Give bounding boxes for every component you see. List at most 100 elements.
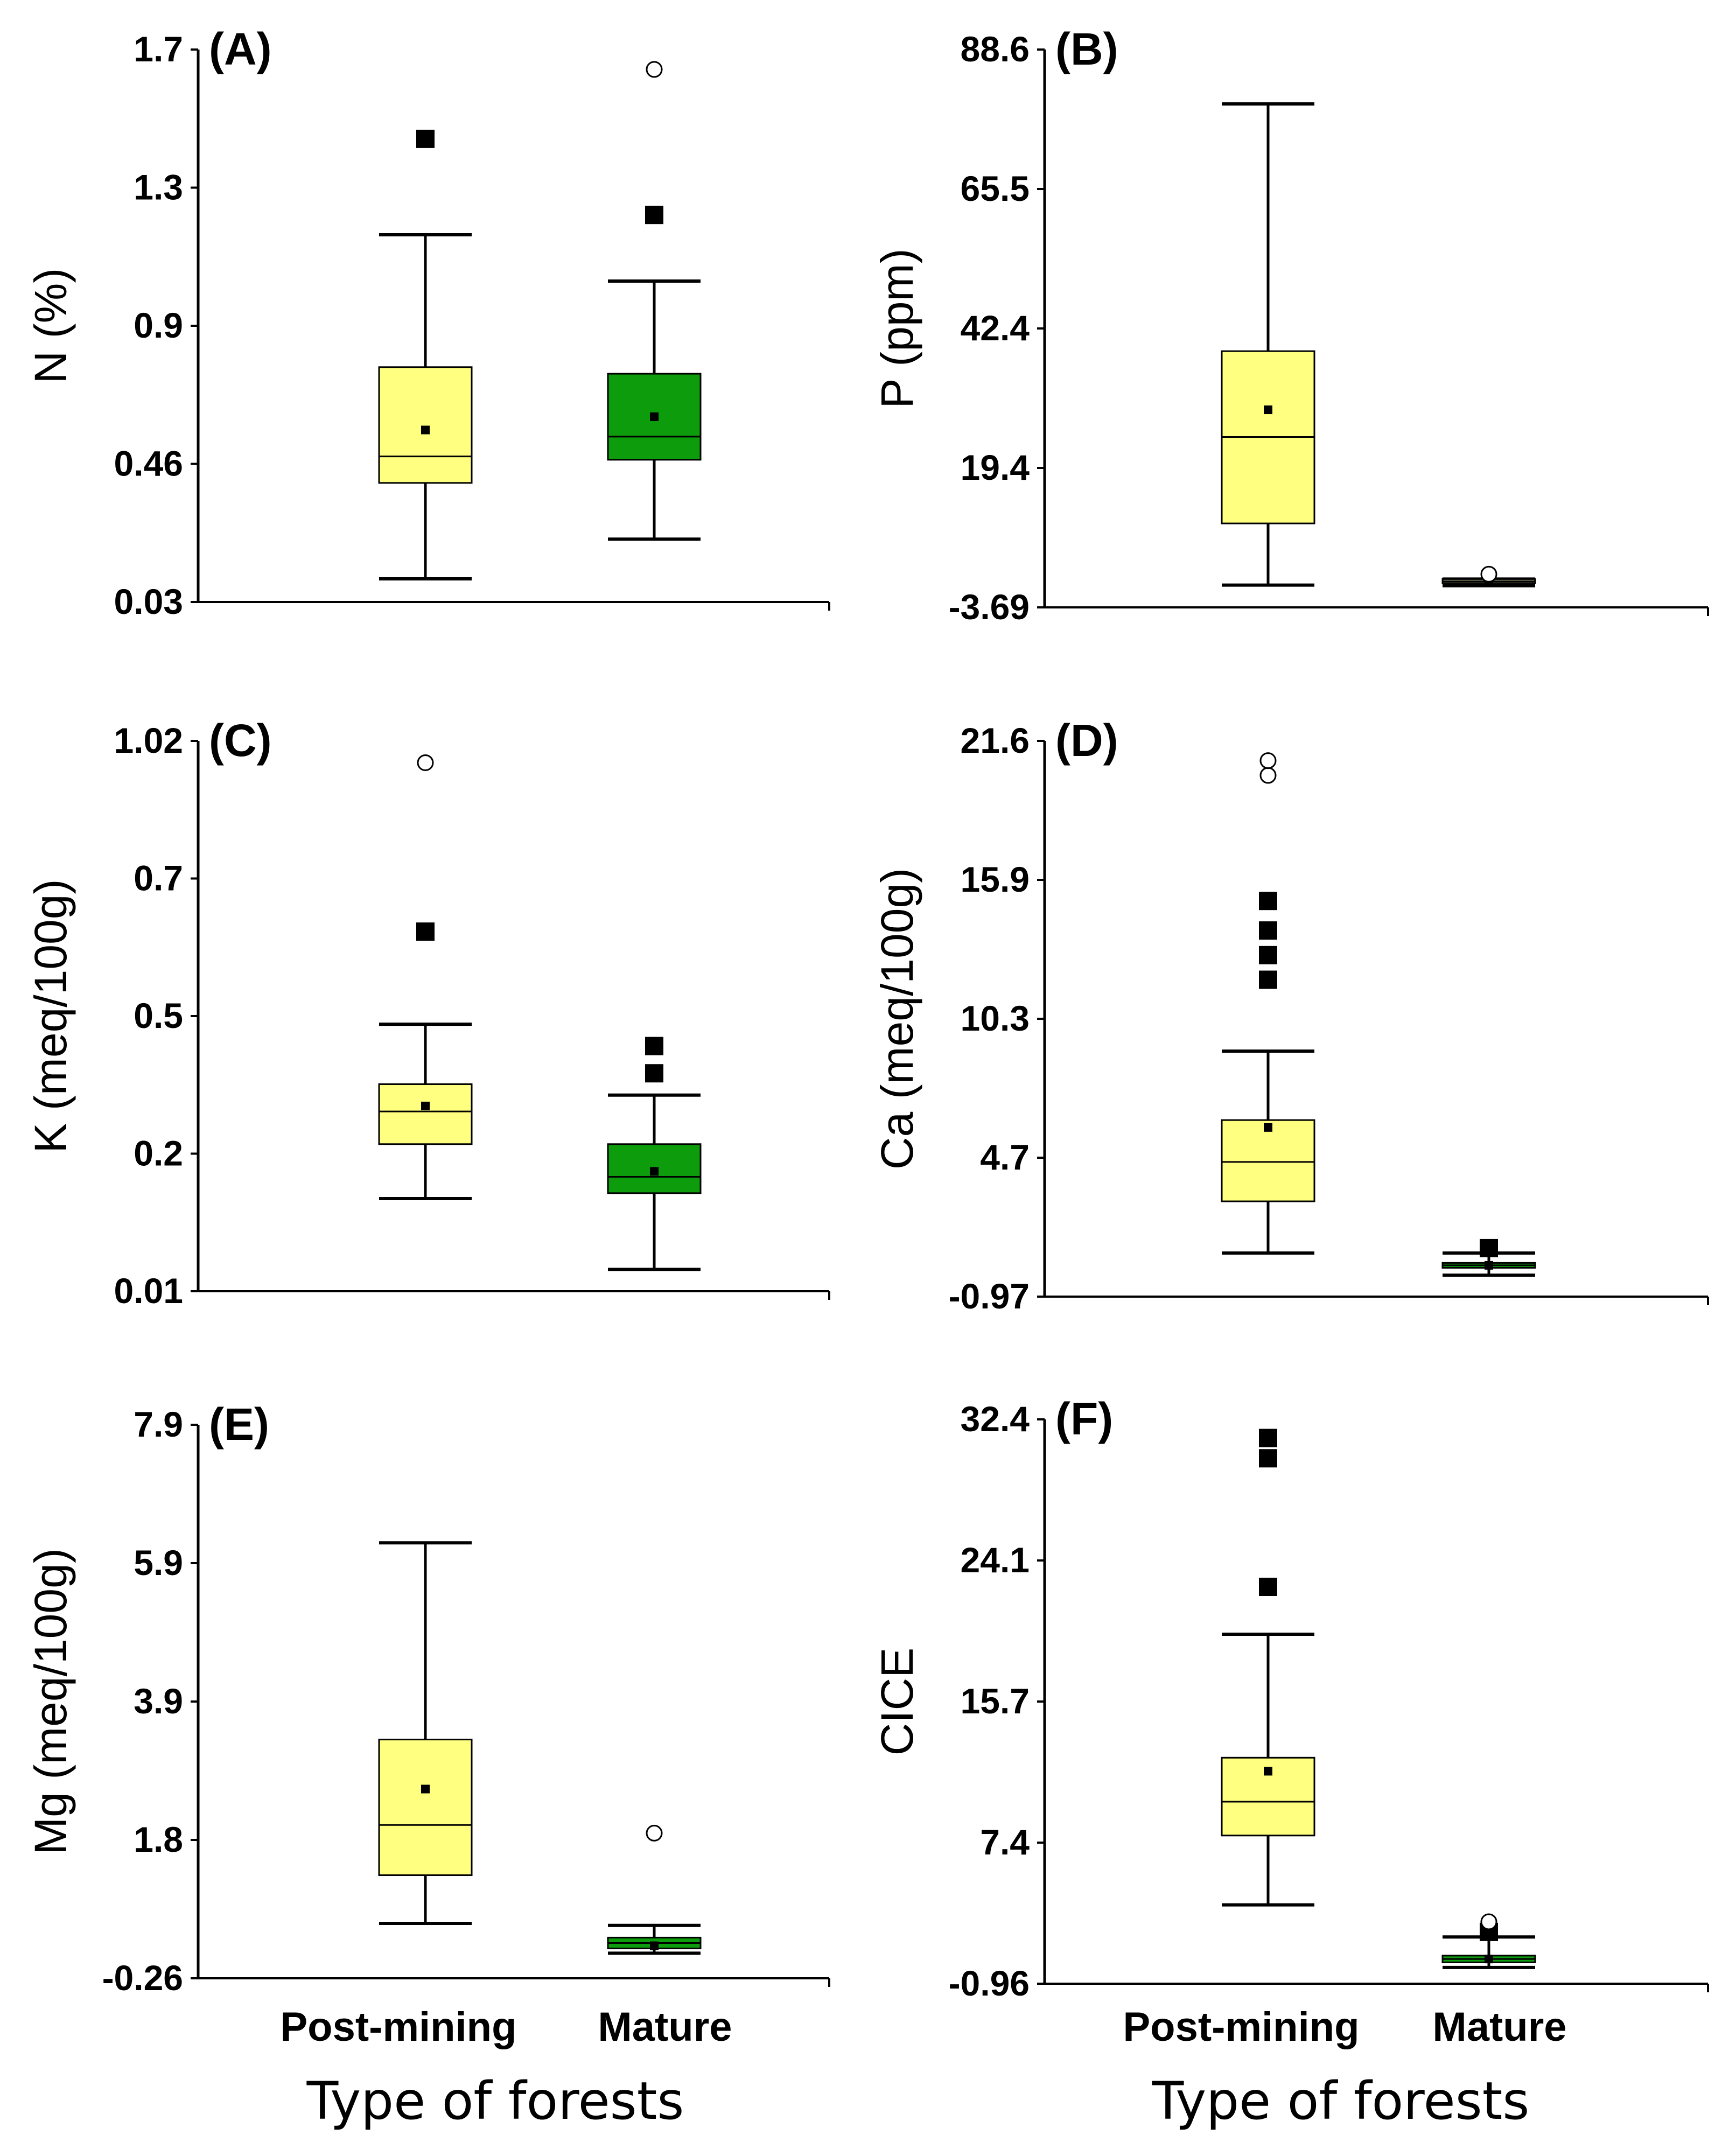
y-tick-label: 0.2 [134, 1133, 183, 1173]
y-tick-label: 0.5 [134, 996, 183, 1035]
category-label: Mature [598, 2004, 732, 2050]
y-tick-label: 19.4 [961, 447, 1030, 487]
y-tick-label: 15.7 [961, 1681, 1030, 1721]
y-tick-label: 3.9 [134, 1681, 183, 1721]
box-mature [1441, 1913, 1536, 1969]
category-label: Post-mining [1123, 2004, 1359, 2050]
y-tick-label: 0.9 [134, 305, 183, 345]
y-tick-label: 24.1 [961, 1540, 1030, 1580]
y-tick-label: 15.9 [961, 859, 1030, 899]
y-tick-label: 1.3 [134, 167, 183, 207]
mean-marker [421, 1101, 430, 1110]
y-tick-label: 5.9 [134, 1543, 183, 1583]
mean-marker [650, 1167, 659, 1176]
panel-label: (E) [209, 1399, 269, 1450]
y-tick-label: 7.4 [980, 1822, 1030, 1862]
y-tick-label: 1.7 [134, 29, 183, 69]
extreme-point [1259, 767, 1277, 784]
mean-marker [1264, 1767, 1272, 1776]
mean-marker [421, 1784, 430, 1794]
outlier-point [1259, 1449, 1277, 1468]
category-label: Mature [1432, 2004, 1566, 2050]
box-mature [607, 1824, 702, 1955]
y-axis-title: CICE [872, 1648, 922, 1756]
extreme-point [1480, 1913, 1497, 1930]
y-tick-label: 42.4 [961, 308, 1030, 348]
panel-d: 21.6 15.9 10.3 4.7 -0.97 Ca (meq/100g) (D) [872, 715, 1709, 1316]
panel-label: (A) [209, 24, 272, 74]
y-axis-title: Ca (meq/100g) [872, 868, 922, 1170]
x-axis-title: Type of forests [306, 2071, 684, 2131]
y-tick-label: 65.5 [961, 169, 1030, 208]
extreme-point [646, 61, 663, 78]
box-post-mining [1221, 102, 1315, 587]
y-tick-label: 0.7 [134, 858, 183, 898]
outlier-point [1259, 1429, 1277, 1447]
panel-b: 88.6 65.5 42.4 19.4 -3.69 P (ppm) (B) [872, 24, 1709, 627]
extreme-point [417, 754, 434, 771]
iqr-box [378, 1739, 473, 1877]
outlier-point [645, 1064, 663, 1083]
panel-c: 1.02 0.7 0.5 0.2 0.01 K (meq/100g) (C) [25, 715, 830, 1311]
y-tick-label: 21.6 [961, 720, 1030, 760]
y-tick-label: 7.9 [134, 1404, 183, 1444]
outlier-point [1259, 921, 1277, 940]
outlier-point [1259, 892, 1277, 911]
iqr-box [378, 366, 473, 484]
mean-marker [1264, 1123, 1272, 1132]
iqr-box [378, 1083, 473, 1145]
outlier-point [1480, 1238, 1498, 1257]
mean-marker [1485, 1955, 1493, 1964]
y-tick-label: 1.02 [114, 720, 183, 760]
y-tick-label: 1.8 [134, 1819, 183, 1859]
outlier-point [645, 1037, 663, 1055]
outlier-point [1259, 1578, 1277, 1597]
panel-label: (F) [1055, 1394, 1113, 1444]
outlier-point [416, 129, 435, 148]
y-tick-label: -0.97 [949, 1276, 1030, 1316]
box-post-mining [1221, 1429, 1315, 1907]
box-post-mining [378, 1541, 473, 1925]
mean-marker [1485, 1261, 1493, 1270]
panel-label: (B) [1055, 24, 1118, 74]
panel-label: (C) [209, 715, 272, 766]
outlier-point [645, 206, 663, 225]
outlier-point [416, 922, 435, 941]
box-post-mining [378, 754, 473, 1200]
y-tick-label: 88.6 [961, 29, 1030, 69]
category-label: Post-mining [280, 2004, 516, 2050]
y-axis-title: Mg (meq/100g) [25, 1548, 76, 1855]
panel-a: 1.7 1.3 0.9 0.46 0.03 N (%) (A) [25, 24, 830, 621]
mean-marker [1264, 405, 1272, 415]
y-tick-label: -0.26 [102, 1958, 183, 1998]
y-tick-label: 4.7 [980, 1137, 1030, 1177]
extreme-point [1480, 565, 1497, 583]
iqr-box [1221, 1119, 1315, 1202]
outlier-point [1259, 970, 1277, 989]
box-post-mining [1221, 752, 1315, 1255]
panel-label: (D) [1055, 715, 1118, 766]
y-tick-label: 0.01 [114, 1271, 183, 1311]
mean-marker [650, 1941, 659, 1950]
x-axis-title: Type of forests [1152, 2071, 1530, 2131]
box-mature [1441, 565, 1536, 587]
box-mature [607, 61, 702, 541]
extreme-point [646, 1824, 663, 1842]
box-mature [1441, 1238, 1536, 1277]
y-tick-label: 0.03 [114, 582, 183, 621]
y-tick-label: 0.46 [114, 444, 183, 484]
y-tick-label: -3.69 [949, 587, 1030, 627]
mean-marker [421, 425, 430, 435]
mean-marker [650, 412, 659, 421]
outlier-point [1259, 946, 1277, 964]
y-tick-label: 10.3 [961, 998, 1030, 1038]
panel-e: 7.9 5.9 3.9 1.8 -0.26 Mg (meq/100g) (E) Post-mi… [25, 1399, 830, 2131]
box-mature [607, 1037, 702, 1271]
y-axis-title: N (%) [25, 268, 76, 384]
y-tick-label: -0.96 [949, 1963, 1030, 2003]
y-tick-label: 32.4 [961, 1399, 1030, 1439]
y-axis-title: P (ppm) [872, 248, 922, 408]
panel-f: 32.4 24.1 15.7 7.4 -0.96 CICE (F) Post-mining Ma… [872, 1394, 1709, 2131]
